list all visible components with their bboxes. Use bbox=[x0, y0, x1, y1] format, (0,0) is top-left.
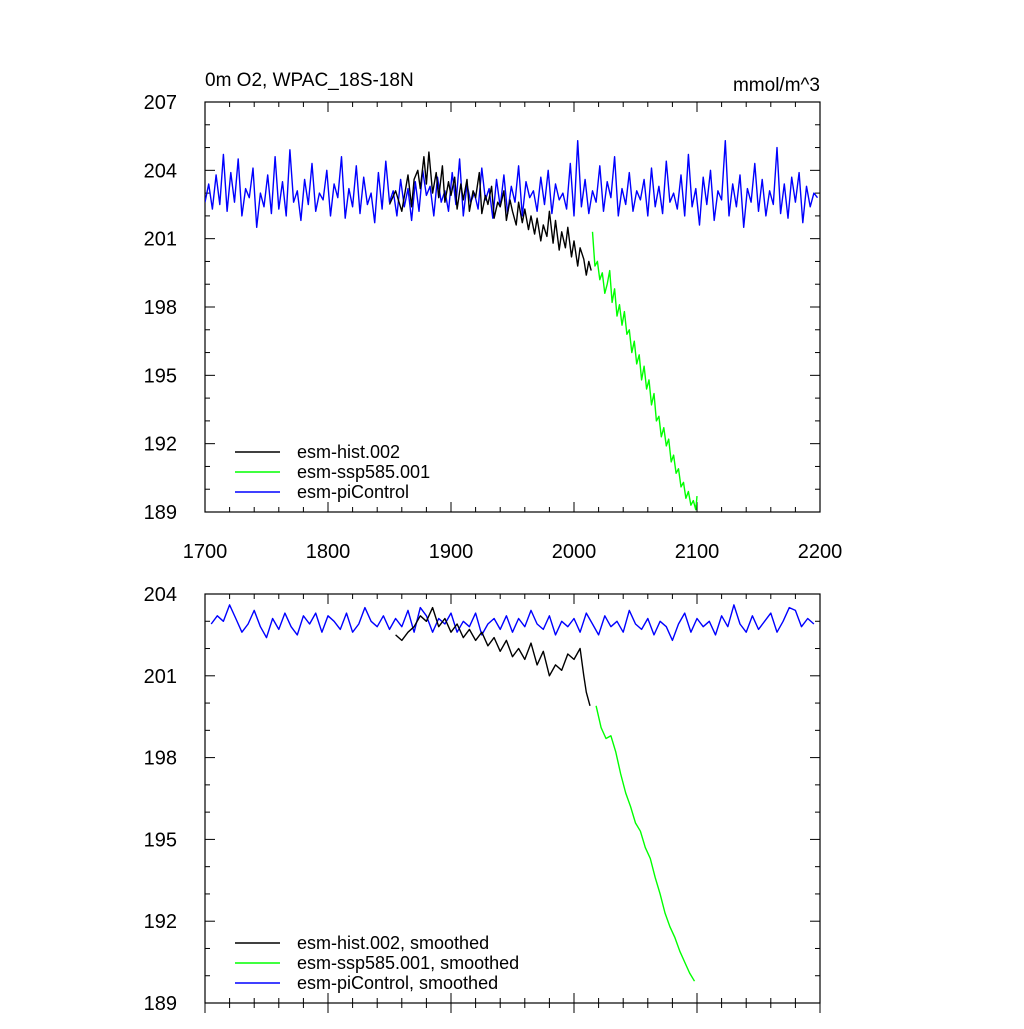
y-tick-label: 189 bbox=[144, 993, 177, 1015]
chart-panel-1: 1700 1800 1900 2000 2100 2200 189 192 195 198 201 2… bbox=[144, 70, 843, 563]
series-line-2 bbox=[591, 231, 698, 511]
series-line-2 bbox=[595, 705, 696, 982]
y-tick-label: 201 bbox=[144, 666, 177, 688]
y-tick-label: 201 bbox=[144, 229, 177, 251]
chart-units: mmol/m^3 bbox=[733, 75, 820, 96]
y-tick-label: 207 bbox=[144, 92, 177, 114]
legend-label: esm-hist.002 bbox=[297, 442, 400, 462]
y-tick-label: 198 bbox=[144, 297, 177, 319]
legend-label: esm-hist.002, smoothed bbox=[297, 933, 489, 953]
legend-label: esm-piControl, smoothed bbox=[297, 973, 498, 993]
chart-title: 0m O2, WPAC_18S-18N bbox=[205, 70, 414, 91]
x-tick-label: 1900 bbox=[429, 541, 474, 563]
y-tick-label: 204 bbox=[144, 584, 177, 606]
y-tick-label: 198 bbox=[144, 748, 177, 770]
y-tick-label: 189 bbox=[144, 502, 177, 524]
series-line-3 bbox=[210, 604, 815, 642]
x-tick-label: 2000 bbox=[552, 541, 597, 563]
y-tick-label: 204 bbox=[144, 160, 177, 182]
series-line-1 bbox=[388, 151, 592, 276]
y-tick-label: 192 bbox=[144, 434, 177, 456]
x-tick-label: 2200 bbox=[798, 541, 843, 563]
y-tick-label: 195 bbox=[144, 829, 177, 851]
plot-frame bbox=[204, 593, 821, 1004]
legend-label: esm-ssp585.001, smoothed bbox=[297, 953, 519, 973]
y-tick-label: 192 bbox=[144, 911, 177, 933]
x-tick-label: 1800 bbox=[306, 541, 351, 563]
legend-label: esm-piControl bbox=[297, 482, 409, 502]
y-tick-label: 195 bbox=[144, 365, 177, 387]
legend-label: esm-ssp585.001 bbox=[297, 462, 430, 482]
x-tick-label: 2100 bbox=[675, 541, 720, 563]
series-line-3 bbox=[205, 139, 819, 229]
series-line-1 bbox=[395, 606, 591, 706]
chart-panel-2: 189 192 195 198 201 204 esm-hist.002, smoothed… bbox=[144, 584, 821, 1015]
x-tick-label: 1700 bbox=[183, 541, 228, 563]
